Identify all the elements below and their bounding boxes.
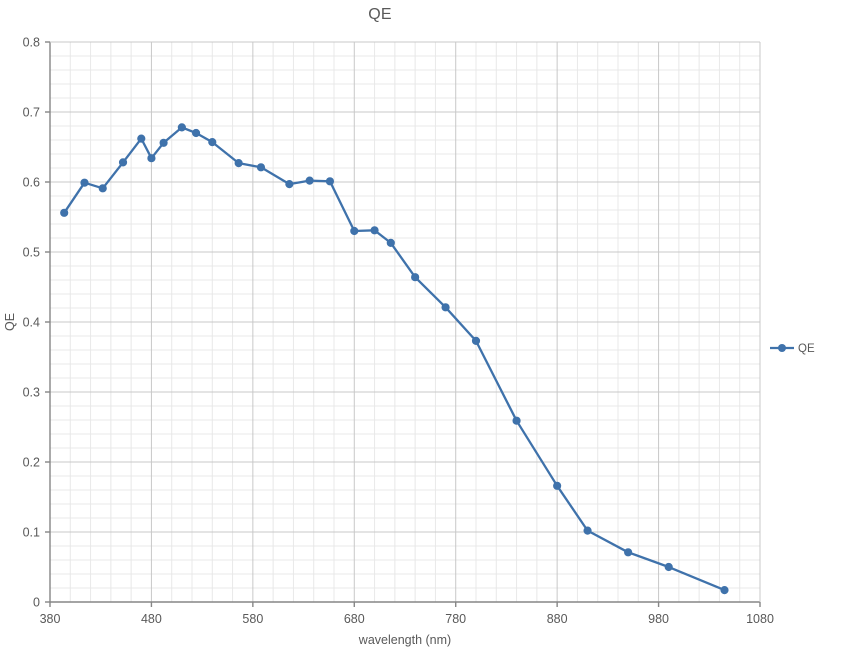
x-axis-tick-label: 480 (141, 612, 162, 626)
data-point-marker[interactable] (208, 138, 217, 147)
data-point-marker[interactable] (553, 481, 562, 490)
data-point-marker[interactable] (350, 226, 359, 236)
data-point-marker[interactable] (285, 180, 294, 189)
x-axis-tick-label: 580 (242, 612, 263, 626)
x-axis-tick-label: 980 (648, 612, 669, 626)
data-point-marker[interactable] (98, 184, 107, 193)
data-point-marker[interactable] (325, 177, 335, 186)
data-point-marker[interactable] (720, 586, 729, 595)
axis-tick-marks (45, 41, 761, 607)
x-axis-tick-label: 1080 (746, 612, 774, 626)
data-point-marker[interactable] (386, 238, 395, 247)
chart-legend[interactable]: QE (770, 343, 815, 355)
x-axis-tick-label: 380 (40, 612, 61, 626)
y-axis-tick-label: 0.2 (23, 456, 40, 470)
chart-title: QE (368, 6, 392, 23)
data-point-marker[interactable] (624, 548, 633, 557)
x-axis-tick-labels: 380 480 580 680 780 880 980 1080 (40, 612, 774, 626)
data-point-marker[interactable] (471, 336, 481, 345)
data-point-marker[interactable] (118, 158, 128, 167)
x-axis-tick-label: 780 (445, 612, 466, 626)
y-axis-tick-label: 0 (33, 596, 40, 610)
y-axis-tick-label: 0.4 (23, 316, 40, 330)
data-series-qe (60, 123, 729, 595)
data-point-marker[interactable] (664, 562, 673, 572)
data-point-marker[interactable] (441, 303, 450, 312)
x-axis-tick-label: 880 (547, 612, 568, 626)
y-axis-tick-label: 0.6 (23, 176, 40, 190)
data-point-marker[interactable] (177, 123, 186, 132)
data-point-marker[interactable] (80, 178, 89, 187)
data-point-marker[interactable] (234, 159, 243, 168)
data-point-marker[interactable] (159, 138, 168, 147)
data-point-marker[interactable] (137, 134, 146, 143)
x-axis-title: wavelength (nm) (358, 633, 451, 647)
legend-label[interactable]: QE (798, 343, 815, 355)
series-line-qe (63, 126, 726, 592)
y-axis-tick-label: 0.1 (23, 526, 40, 540)
data-point-marker[interactable] (305, 176, 314, 185)
data-point-marker[interactable] (191, 128, 201, 138)
data-point-marker[interactable] (411, 273, 420, 282)
y-axis-title: QE (3, 313, 17, 331)
x-axis-tick-label: 680 (344, 612, 365, 626)
legend-marker-icon (778, 344, 786, 352)
data-point-marker[interactable] (60, 208, 69, 217)
y-axis-tick-label: 0.7 (23, 106, 40, 120)
y-axis-tick-label: 0.8 (23, 36, 40, 50)
data-point-marker[interactable] (147, 154, 156, 163)
y-axis-tick-labels: 0 0.1 0.2 0.3 0.4 0.5 0.6 0.7 0.8 (23, 36, 40, 610)
data-point-marker[interactable] (256, 163, 266, 172)
data-point-marker[interactable] (583, 526, 592, 535)
y-axis-tick-label: 0.3 (23, 386, 40, 400)
data-point-marker[interactable] (512, 416, 521, 425)
y-axis-tick-label: 0.5 (23, 246, 40, 260)
data-point-marker[interactable] (370, 226, 379, 235)
